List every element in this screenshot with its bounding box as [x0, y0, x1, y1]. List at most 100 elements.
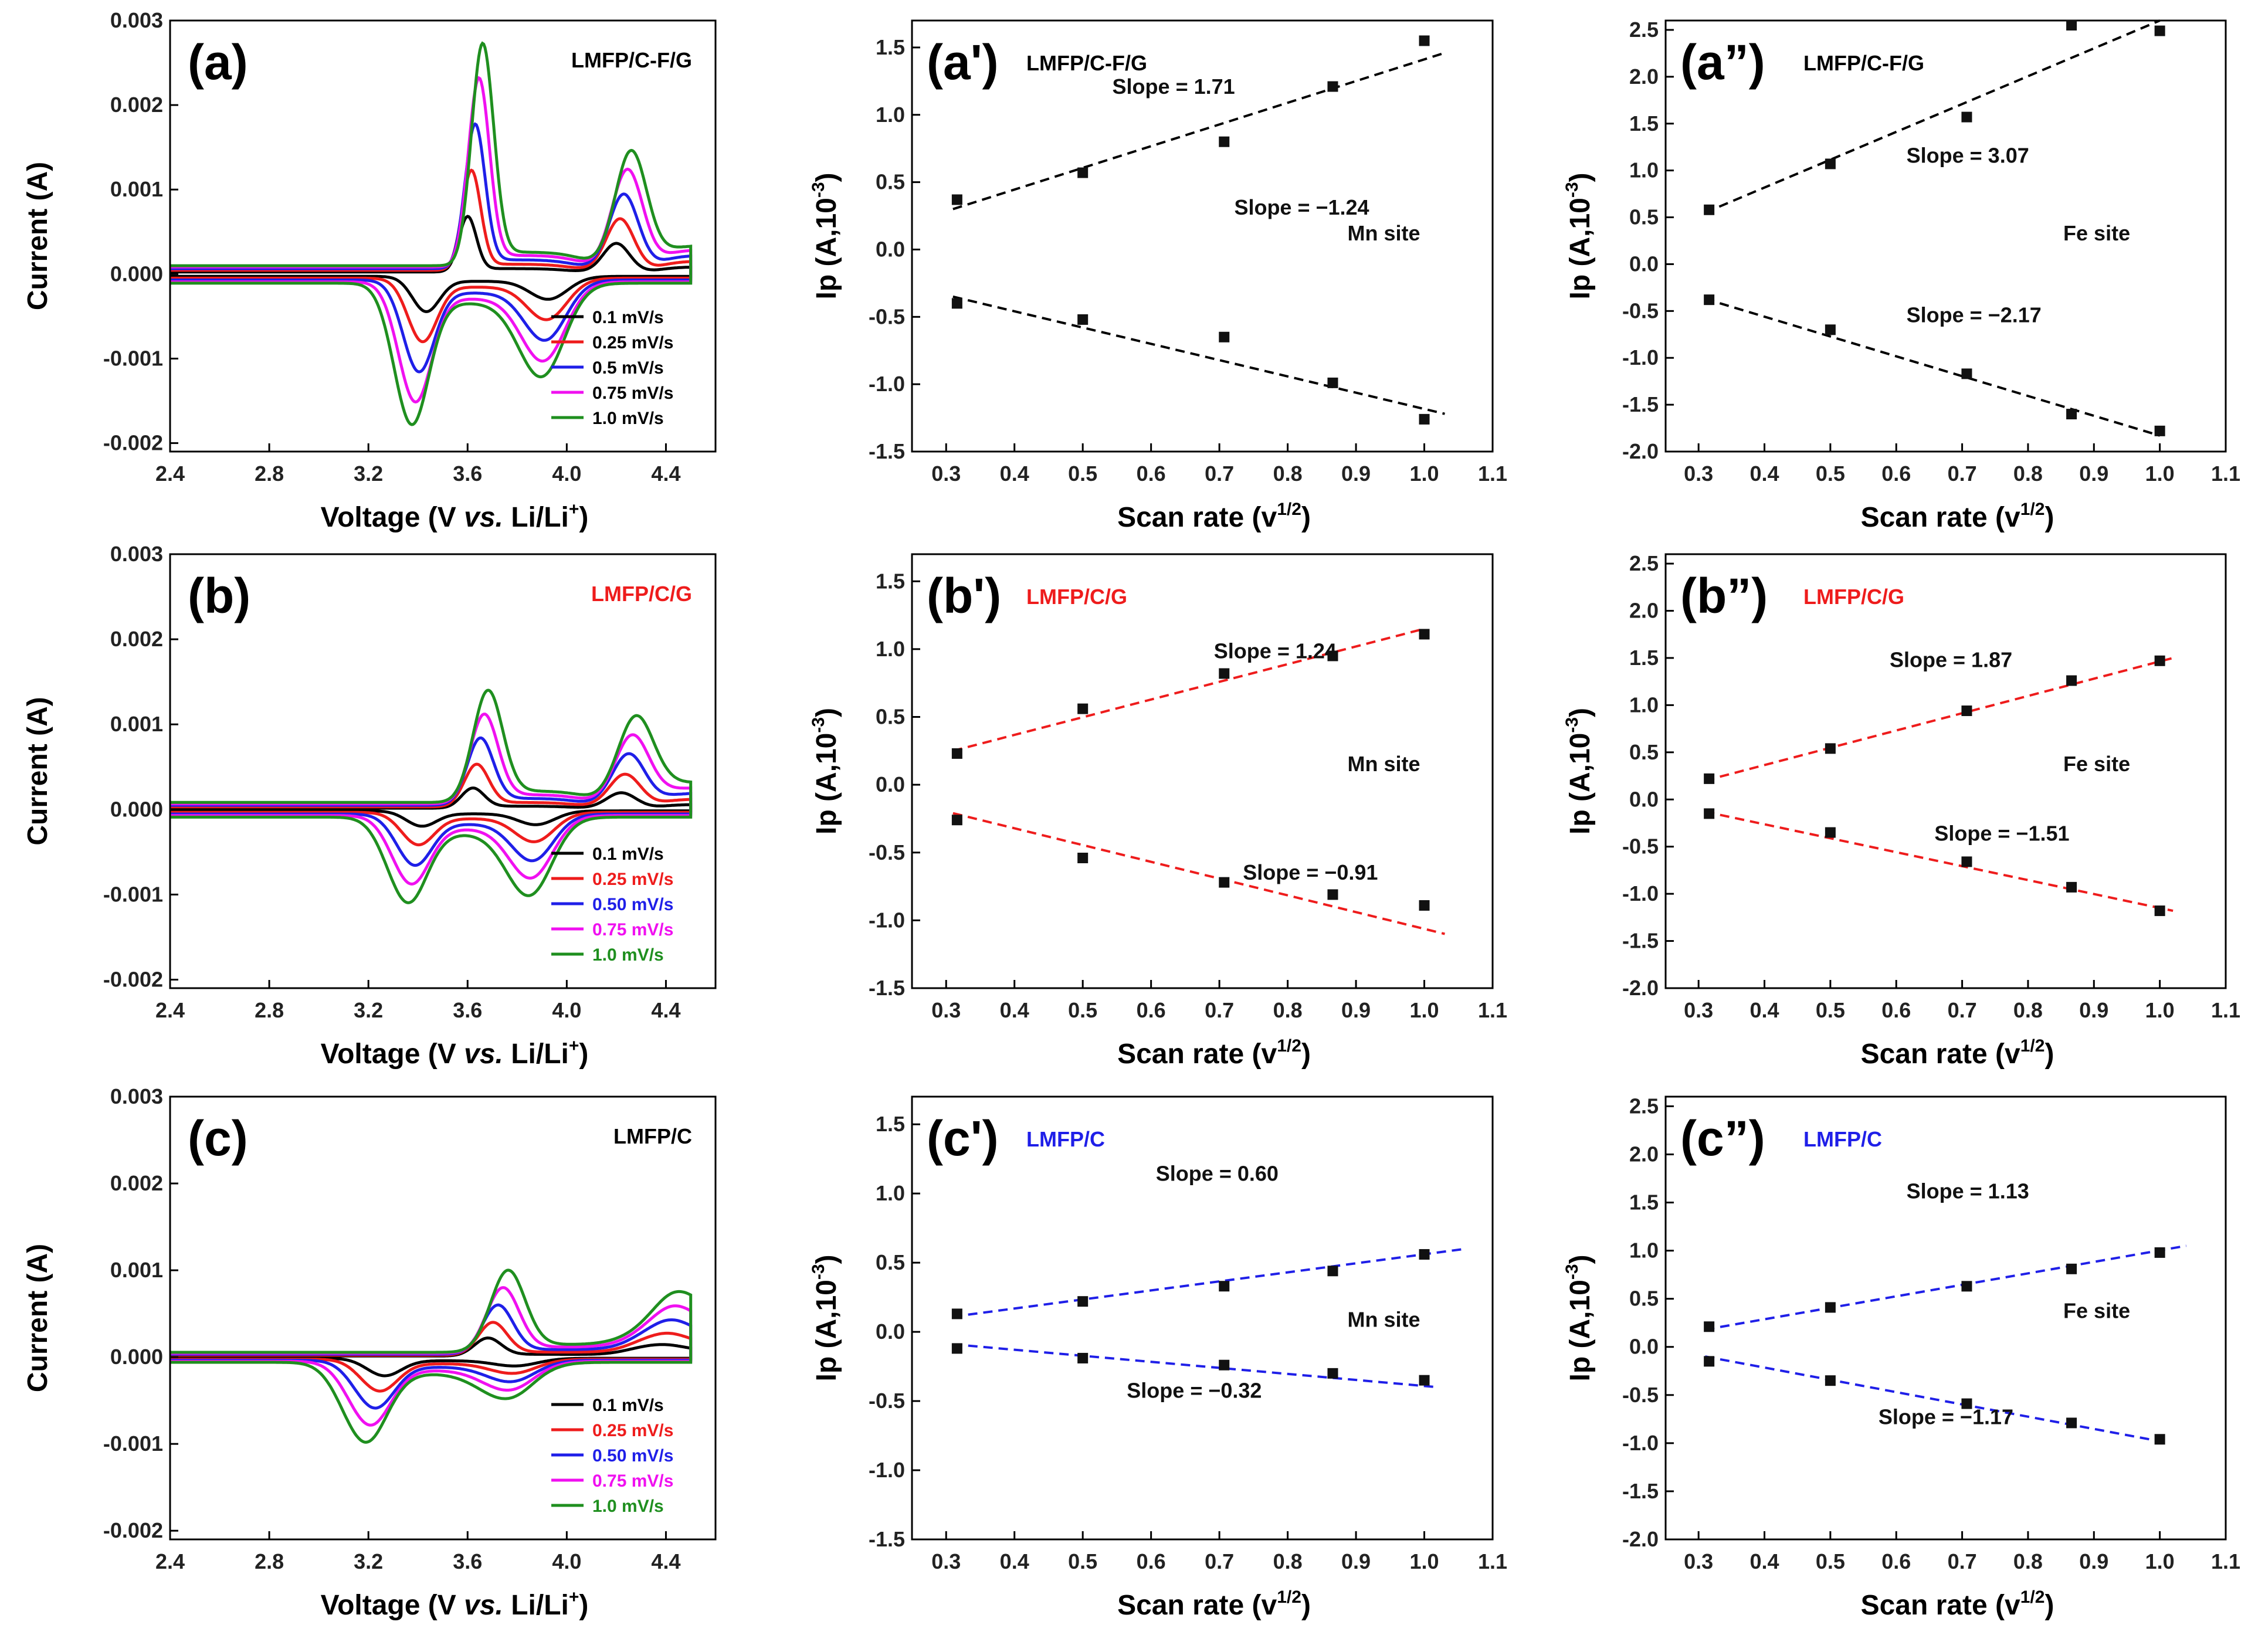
cathodic-point: [2154, 905, 2165, 917]
y-tick-label: 0.5: [1629, 205, 1659, 229]
y-axis-title: Current (A): [22, 1244, 53, 1392]
anodic-fit-line: [1705, 1244, 2186, 1331]
y-axis-title: Ip (A,10-3): [1562, 1254, 1596, 1381]
site-label: Mn site: [1348, 752, 1420, 776]
x-tick-label: 0.3: [931, 998, 961, 1022]
y-tick-label: 0.5: [1629, 740, 1659, 764]
x-axis-title-part: Li/Li: [503, 502, 569, 533]
panel-label: (a'): [927, 35, 999, 90]
cathodic-point: [1419, 1375, 1430, 1386]
cathodic-slope-label: Slope = −2.17: [1907, 303, 2042, 327]
y-tick-label: -0.001: [103, 882, 163, 906]
x-tick-label: 0.7: [1205, 1549, 1234, 1573]
x-tick-label: 3.6: [453, 462, 482, 486]
y-tick-label: -0.002: [103, 1518, 163, 1542]
site-label: Fe site: [2063, 221, 2130, 245]
cv-b-frame: [169, 553, 717, 989]
y-tick-label: 2.0: [1629, 1142, 1659, 1166]
sample-label: LMFP/C/G: [591, 582, 692, 606]
x-axis-title-part: vs.: [464, 502, 503, 533]
anodic-point: [2066, 1263, 2077, 1274]
ip-a2-frame: [1664, 19, 2227, 453]
x-tick-label: 0.5: [1816, 998, 1845, 1022]
x-tick-label: 0.3: [1684, 998, 1713, 1022]
x-axis-title-part: Voltage (V: [321, 1590, 464, 1621]
anodic-point: [1219, 1281, 1230, 1292]
x-tick-label: 0.6: [1137, 998, 1166, 1022]
x-tick-label: 0.6: [1881, 998, 1911, 1022]
y-tick-label: 0.5: [876, 170, 905, 194]
anodic-point: [951, 1308, 962, 1319]
y-axis-title-part: -3: [1562, 182, 1582, 198]
ip-b1-frame: [911, 553, 1494, 989]
y-tick-label: 0.003: [110, 1084, 163, 1108]
y-axis-title-part: Ip (A,10: [811, 733, 842, 835]
y-axis-title: Ip (A,10-3): [1562, 172, 1596, 299]
anodic-point: [2154, 25, 2165, 36]
y-tick-label: 0.003: [110, 8, 163, 32]
y-tick-label: -1.0: [1622, 345, 1659, 369]
x-tick-label: 0.9: [1341, 462, 1371, 486]
site-label: Mn site: [1348, 221, 1420, 245]
y-tick-label: -1.0: [869, 1458, 905, 1482]
cv-series-b-4: [170, 688, 693, 904]
cathodic-fit-line: [1704, 810, 2174, 912]
y-tick-label: 2.5: [1629, 18, 1659, 42]
legend-entry: 0.5 mV/s: [592, 358, 664, 378]
legend-entry: 0.1 mV/s: [592, 1396, 664, 1415]
x-axis-title: Scan rate (v1/2): [1861, 1587, 2054, 1621]
sample-label: LMFP/C: [613, 1124, 692, 1148]
cv-panel-b: 2.4 2.8 3.2 3.6 4.0 4.4 -0.002 -0.001 0.000 0.001…: [22, 542, 717, 1070]
cathodic-point: [1327, 889, 1338, 900]
x-axis-title-part: ): [1301, 502, 1311, 533]
x-axis-title-part: 1/2: [2020, 1036, 2045, 1056]
x-axis-title: Scan rate (v1/2): [1861, 500, 2054, 533]
anodic-point: [2154, 1247, 2165, 1258]
anodic-point: [1419, 1249, 1430, 1260]
y-tick-label: -1.0: [1622, 881, 1659, 905]
x-tick-label: 2.4: [155, 1549, 185, 1573]
y-tick-label: 0.5: [876, 1250, 905, 1274]
cathodic-point: [1704, 294, 1715, 306]
x-tick-label: 1.0: [2145, 1549, 2175, 1573]
legend-entry: 0.75 mV/s: [592, 384, 673, 403]
x-tick-label: 0.9: [2079, 998, 2108, 1022]
panel-label: (c): [188, 1111, 248, 1166]
cathodic-point: [1704, 1356, 1715, 1367]
y-tick-label: -2.0: [1622, 976, 1659, 1000]
x-axis-title-part: Li/Li: [503, 1590, 569, 1621]
x-tick-label: 0.4: [1000, 998, 1029, 1022]
y-tick-label: -0.5: [1622, 298, 1659, 323]
anodic-point: [1961, 705, 1972, 717]
anodic-point: [1419, 35, 1430, 46]
y-tick-label: 2.0: [1629, 65, 1659, 89]
y-tick-label: 1.0: [876, 1181, 905, 1205]
panel-label: (b”): [1680, 568, 1768, 623]
y-tick-label: 2.5: [1629, 1094, 1659, 1118]
y-tick-label: 1.0: [876, 637, 905, 661]
cathodic-point: [1961, 1398, 1972, 1409]
cathodic-point: [1077, 853, 1089, 863]
x-axis-title-part: vs.: [464, 1039, 503, 1070]
x-tick-label: 1.1: [1478, 998, 1507, 1022]
cv-series-c-4: [170, 1268, 693, 1444]
anodic-fit-line: [952, 1247, 1466, 1318]
x-axis-title-part: Scan rate (v: [1117, 1039, 1277, 1070]
x-tick-label: 2.8: [255, 462, 284, 486]
x-axis-title: Voltage (V vs. Li/Li+): [321, 1036, 589, 1070]
x-tick-label: 1.0: [1410, 1549, 1439, 1573]
legend-entry: 0.75 mV/s: [592, 1471, 673, 1491]
ip-panel-a2: 0.3 0.4 0.5 0.6 0.7 0.8 0.9 1.0 1.1 -2.0 -1.5 -1.0 -…: [1562, 18, 2240, 533]
y-axis-title-part: -3: [1562, 717, 1582, 733]
x-axis-title-part: 1/2: [1277, 1587, 1301, 1607]
y-tick-label: -0.5: [1622, 835, 1659, 859]
y-tick-label: 1.5: [876, 569, 905, 593]
y-tick-label: -0.5: [869, 304, 905, 328]
x-tick-label: 1.0: [1410, 998, 1439, 1022]
y-tick-label: 0.001: [110, 1258, 163, 1282]
cathodic-point: [1077, 314, 1089, 325]
y-tick-label: -0.5: [1622, 1383, 1659, 1407]
cathodic-point: [1704, 808, 1715, 819]
x-tick-label: 1.1: [1478, 1549, 1507, 1573]
legend-entry: 1.0 mV/s: [592, 409, 664, 428]
